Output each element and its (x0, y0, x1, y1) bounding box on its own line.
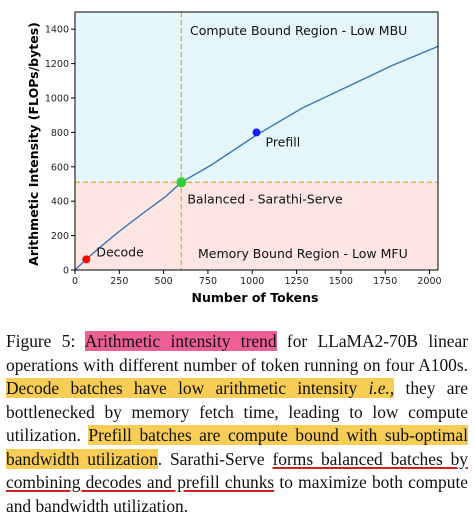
y-tick-label: 1400 (45, 25, 69, 36)
x-tick-label: 1250 (284, 276, 308, 287)
x-tick-label: 250 (110, 276, 128, 287)
y-tick-label: 600 (51, 162, 69, 173)
caption-ie: i.e., (368, 378, 395, 398)
x-tick-label: 1500 (329, 276, 353, 287)
plot-frame (74, 11, 439, 271)
x-tick-label: 0 (72, 276, 78, 287)
caption-text-4: to maximize both compute and bandwidth u… (6, 472, 468, 516)
x-tick-label: 750 (199, 276, 217, 287)
point-label-balanced: Balanced - Sarathi-Serve (187, 191, 343, 206)
data-point-decode (82, 255, 91, 264)
caption-underline-balanced: forms balanced batches by combining deco… (6, 448, 468, 493)
x-axis-label: Number of Tokens (192, 290, 319, 305)
y-tick-label: 0 (63, 266, 69, 277)
arithmetic-intensity-chart: Compute Bound Region - Low MBU Memory Bou… (26, 11, 442, 305)
y-axis-label: Arithmetic Intensity (FLOPs/bytes) (26, 22, 41, 266)
caption-text-3: . Sarathi-Serve (157, 448, 273, 469)
x-tick-label: 1000 (240, 276, 264, 287)
y-tick-label: 800 (51, 128, 69, 139)
caption-figure-label: Figure 5: (6, 331, 76, 351)
x-tick-label: 1750 (373, 276, 397, 287)
y-tick-label: 1200 (45, 59, 69, 70)
memory-bound-region (75, 182, 438, 270)
y-tick-label: 1000 (45, 94, 69, 105)
caption-decode-text: Decode batches have low arithmetic inten… (6, 378, 369, 398)
x-tick-label: 2000 (417, 276, 441, 287)
point-label-decode: Decode (96, 244, 144, 259)
figure-caption: Figure 5: Arithmetic intensity trend for… (6, 330, 468, 518)
y-tick-label: 400 (51, 197, 69, 208)
data-point-prefill (252, 128, 261, 137)
caption-text-2: they are bottlenecked by memory fetch ti… (6, 378, 468, 445)
data-point-balanced (176, 177, 187, 188)
compute-bound-region (75, 12, 438, 183)
memory-bound-label: Memory Bound Region - Low MFU (198, 246, 408, 261)
caption-highlight-decode: Decode batches have low arithmetic inten… (6, 378, 395, 398)
compute-bound-label: Compute Bound Region - Low MBU (190, 23, 407, 38)
caption-highlight-trend: Arithmetic intensity trend (84, 331, 277, 351)
caption-text-1: for LLaMA2-70B linear operations with di… (6, 331, 469, 375)
point-label-prefill: Prefill (266, 134, 301, 149)
y-tick-label: 200 (51, 231, 69, 242)
x-tick-label: 500 (155, 276, 173, 287)
